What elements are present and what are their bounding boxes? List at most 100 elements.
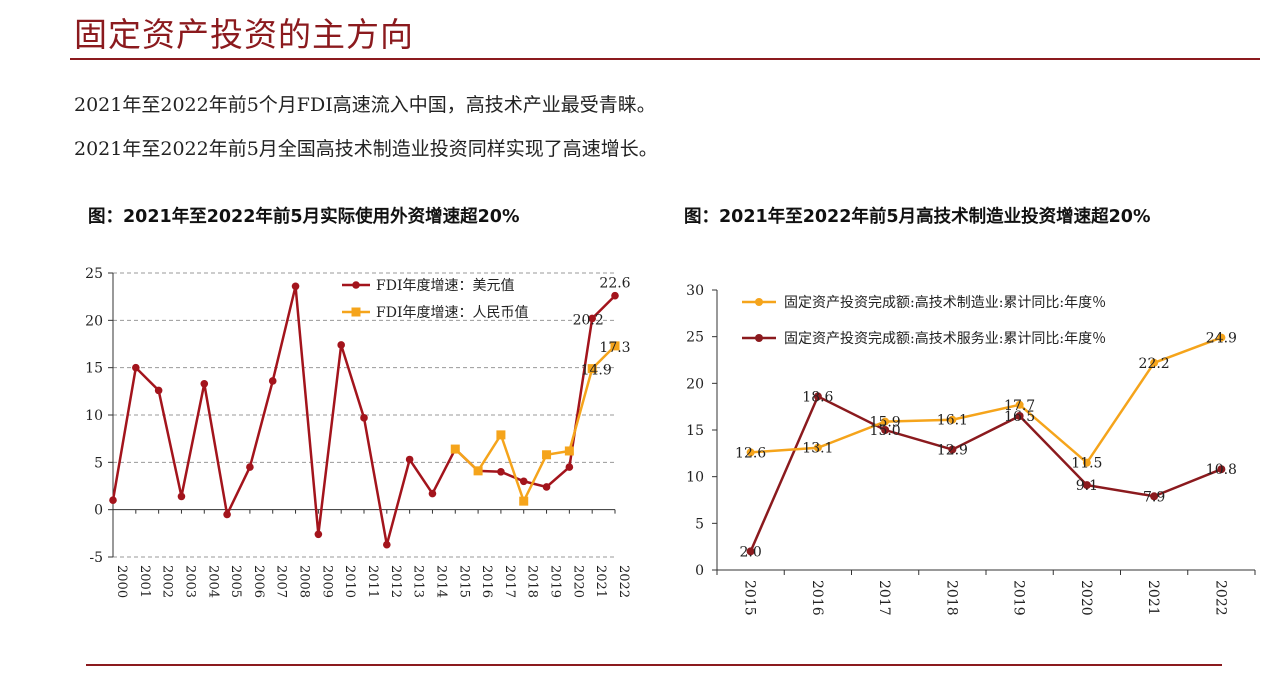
chart1-point-usd: [337, 341, 345, 349]
chart2-data-label: 16.5: [1004, 409, 1035, 425]
chart1-point-usd: [497, 468, 505, 476]
chart2-data-label: 13.1: [802, 441, 833, 457]
chart1-x-tick-label: 2014: [433, 565, 448, 598]
chart1-legend-label: FDI年度增速：美元值: [376, 278, 514, 294]
chart2-point-0: [813, 443, 822, 452]
chart1-point-rmb: [587, 364, 597, 374]
chart2-x-tick-label: 2015: [742, 580, 758, 616]
chart1-point-usd: [268, 377, 277, 385]
chart1-x-tick-label: 2011: [365, 565, 380, 598]
chart1-legend-marker: [351, 307, 361, 317]
chart1-point-usd: [177, 492, 186, 501]
chart1-point-usd: [383, 540, 391, 549]
chart1-data-label: 14.9: [581, 363, 612, 379]
chart2-point-1: [1015, 412, 1024, 420]
chart2-point-0: [1217, 333, 1226, 342]
chart1-point-rmb: [496, 430, 506, 440]
chart1-x-tick-label: 2021: [593, 565, 608, 598]
chart1-point-rmb: [610, 341, 620, 351]
chart2-point-0: [1015, 400, 1024, 409]
chart1-point-usd: [542, 483, 551, 491]
chart1-y-tick-label: 10: [85, 408, 103, 424]
chart1-y-tick-label: 20: [85, 313, 103, 329]
chart2-data-label: 12.9: [937, 443, 968, 459]
chart1-point-usd: [428, 489, 437, 498]
chart1-x-tick-label: 2017: [502, 565, 517, 598]
chart1-data-label: 17.3: [599, 340, 630, 356]
chart2-x-tick-label: 2020: [1078, 580, 1094, 616]
chart2-data-label: 15.9: [870, 415, 901, 431]
chart1-point-rmb: [473, 466, 483, 476]
chart1-y-tick-label: 25: [85, 266, 103, 282]
chart2-point-0: [1150, 358, 1159, 367]
chart1-x-tick-label: 2008: [297, 565, 312, 598]
chart2-data-label: 22.2: [1139, 356, 1170, 372]
chart2-y-tick-label: 25: [686, 330, 704, 346]
chart2-point-0: [881, 417, 890, 426]
chart1-x-tick-label: 2018: [525, 565, 540, 598]
chart1-y-tick-label: -5: [89, 550, 103, 566]
chart1-x-tick-label: 2007: [274, 565, 289, 598]
chart2-title: 图：2021年至2022年前5月高技术制造业投资增速超20%: [684, 207, 1151, 227]
chart1-point-rmb: [542, 450, 552, 460]
chart2-y-tick-label: 0: [695, 563, 704, 579]
chart2-data-label: 16.1: [937, 413, 968, 429]
chart1-x-tick-label: 2001: [137, 565, 152, 598]
chart2-x-tick-label: 2019: [1011, 580, 1027, 616]
chart1-y-tick-label: 0: [94, 503, 103, 519]
chart2-series-line-1: [749, 394, 1222, 552]
chart1-data-label: 20.2: [573, 312, 604, 328]
chart1-point-usd: [223, 510, 231, 519]
chart2-data-label: 2.0: [739, 544, 761, 560]
chart2-legend-label: 固定资产投资完成额:高技术制造业:累计同比:年度％: [784, 294, 1106, 311]
chart1-point-usd: [246, 463, 254, 471]
chart1-x-tick-label: 2002: [160, 565, 175, 598]
chart1-x-tick-label: 2012: [388, 565, 403, 598]
chart1-point-usd: [565, 463, 574, 471]
chart1-x-tick-label: 2020: [570, 565, 585, 598]
chart2-point-1: [948, 445, 957, 454]
chart2-point-1: [1082, 481, 1091, 490]
chart2-y-tick-label: 15: [686, 423, 704, 439]
chart1-point-usd: [200, 379, 209, 388]
bottom-divider: [86, 664, 1222, 666]
fdi-growth-chart: -5 0 5 10 15 20 25 2000 2001 2002 2003 2004 2005 2006…: [85, 266, 631, 598]
chart1-point-usd: [291, 282, 300, 291]
summary-line-1: 2021年至2022年前5个月FDI高速流入中国，高技术产业最受青睐。: [74, 94, 656, 116]
chart2-data-label: 24.9: [1206, 331, 1237, 347]
chart1-point-usd: [109, 496, 117, 504]
chart2-point-1: [746, 547, 755, 556]
chart2-data-label: 9.1: [1076, 478, 1098, 494]
chart1-x-tick-label: 2013: [411, 565, 426, 598]
chart1-x-tick-label: 2009: [319, 565, 334, 598]
chart1-series-line-1: [454, 345, 616, 505]
chart1-point-rmb: [564, 446, 574, 456]
chart1-legend-marker: [352, 281, 360, 289]
chart1-point-usd: [360, 414, 368, 422]
chart1-x-tick-label: 2010: [342, 565, 357, 598]
chart1-x-tick-label: 2016: [479, 565, 494, 598]
chart1-point-usd: [132, 363, 140, 372]
chart2-data-label: 17.7: [1004, 398, 1035, 414]
chart2-data-label: 11.5: [1071, 456, 1102, 472]
chart2-x-tick-label: 2022: [1212, 580, 1228, 616]
chart2-x-tick-label: 2017: [876, 580, 892, 616]
chart2-data-label: 10.8: [1206, 462, 1237, 478]
chart2-point-1: [813, 392, 822, 401]
chart1-point-usd: [154, 386, 163, 395]
chart2-data-label: 7.9: [1143, 489, 1165, 505]
chart1-x-tick-label: 2003: [182, 565, 197, 598]
chart2-x-tick-label: 2021: [1145, 580, 1161, 616]
chart2-point-1: [881, 426, 890, 434]
chart1-legend-label: FDI年度增速：人民币值: [376, 305, 528, 321]
chart1-title: 图：2021年至2022年前5月实际使用外资增速超20%: [88, 207, 520, 227]
chart1-point-usd: [405, 455, 414, 464]
chart1-x-tick-label: 2006: [251, 565, 266, 598]
chart2-point-0: [948, 415, 957, 424]
chart1-x-tick-label: 2019: [548, 565, 563, 598]
chart2-x-tick-label: 2016: [809, 580, 825, 616]
chart1-point-usd: [611, 291, 619, 300]
chart2-y-tick-label: 10: [686, 470, 704, 486]
chart2-point-0: [746, 448, 755, 457]
chart2-x-tick-label: 2018: [943, 580, 959, 616]
